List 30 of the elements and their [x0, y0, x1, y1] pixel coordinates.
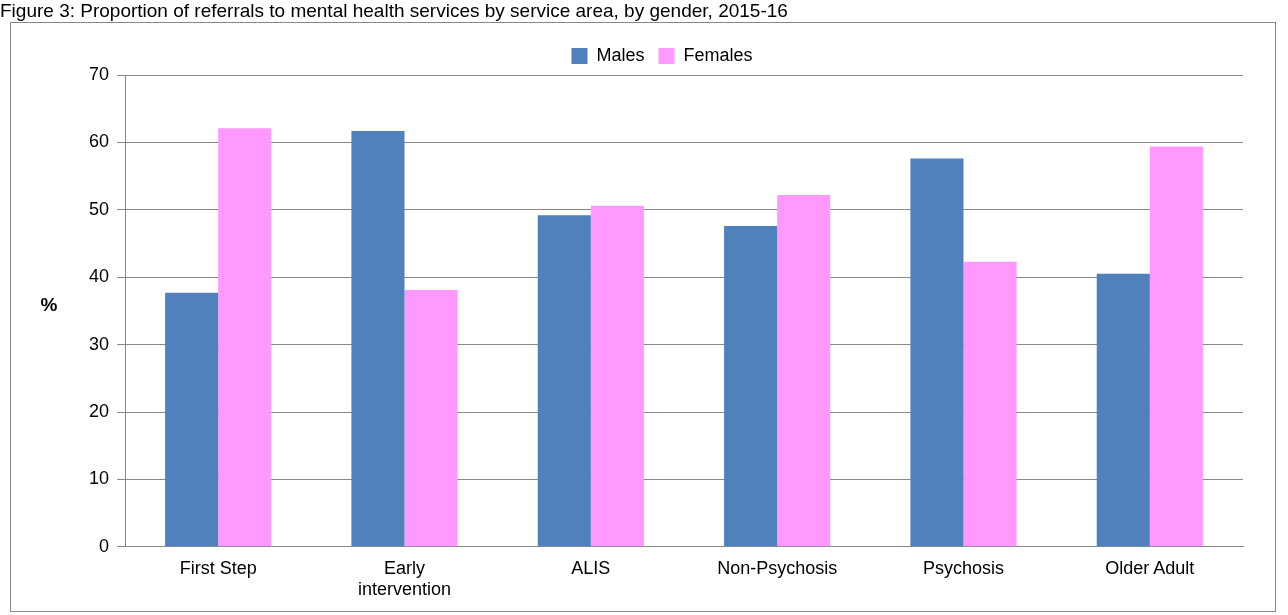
y-tick-label: 0: [99, 535, 110, 556]
bar: [218, 128, 272, 547]
chart-title: Figure 3: Proportion of referrals to mental health services by service area, by gender, 2015-16: [0, 0, 789, 22]
bar: [351, 130, 405, 547]
bar: [404, 290, 458, 547]
y-tick-label: 30: [88, 333, 110, 354]
bar: [537, 215, 591, 547]
y-tick-label: 50: [88, 198, 110, 219]
legend-label: Males: [596, 44, 645, 65]
bar: [777, 194, 831, 547]
bar: [963, 261, 1017, 547]
y-tick-label: 20: [88, 400, 110, 421]
bar: [910, 158, 964, 547]
bar: [165, 292, 219, 547]
y-axis-title: %: [40, 294, 58, 316]
legend-label: Females: [683, 44, 753, 65]
bar: [724, 225, 778, 547]
x-tick-label: First Step: [179, 557, 257, 578]
x-tick-label: ALIS: [571, 557, 611, 578]
y-tick-label: 60: [88, 131, 110, 152]
x-tick-label: Early intervention: [357, 557, 452, 600]
y-tick-label: 10: [88, 468, 110, 489]
bar: [1149, 146, 1203, 547]
x-tick-label: Non-Psychosis: [717, 557, 838, 578]
y-tick-label: 70: [88, 63, 110, 84]
x-tick-label: Psychosis: [922, 557, 1005, 578]
bar: [590, 205, 644, 547]
x-tick-label: Older Adult: [1105, 557, 1195, 578]
bar: [1096, 273, 1150, 547]
y-tick-label: 40: [88, 266, 110, 287]
